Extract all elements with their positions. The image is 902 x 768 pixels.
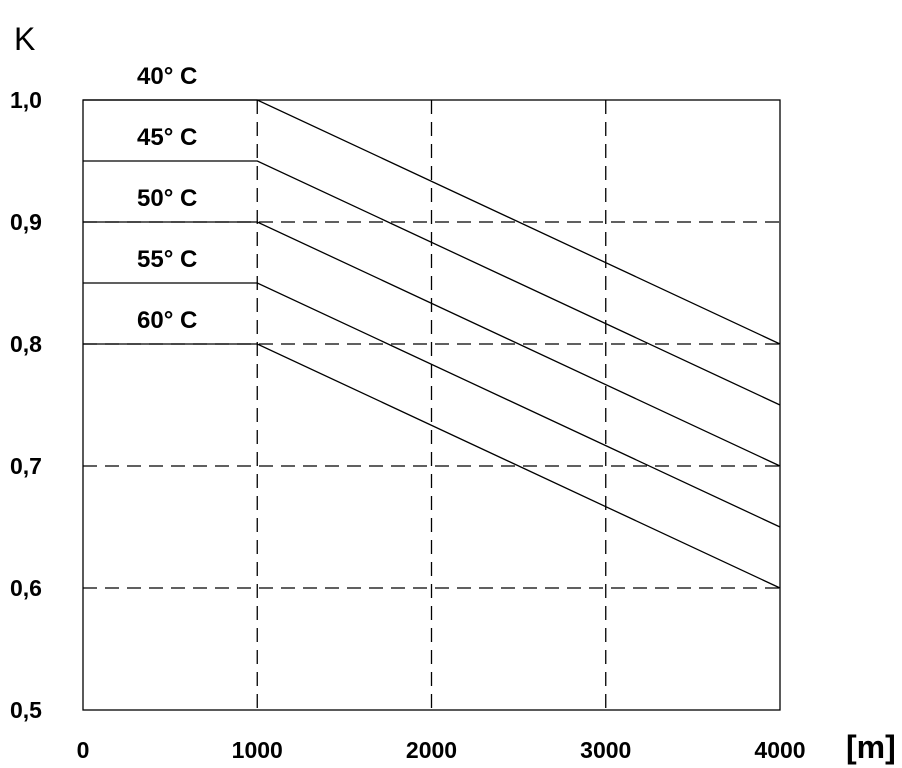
x-tick-label: 4000 xyxy=(754,737,805,763)
x-axis-title: [m] xyxy=(846,729,896,765)
series-line-1 xyxy=(83,99,781,345)
x-tick-label: 2000 xyxy=(406,737,457,763)
y-tick-label: 0,9 xyxy=(10,209,42,235)
series-label: 40° C xyxy=(137,63,197,90)
series-label: 45° C xyxy=(137,124,197,151)
series-line-4 xyxy=(83,282,781,528)
series-label: 50° C xyxy=(137,185,197,212)
series-line-5 xyxy=(83,343,781,589)
y-tick-labels: 0,5 0,6 0,7 0,8 0,9 1,0 xyxy=(10,87,42,723)
series-lines xyxy=(83,99,781,589)
y-tick-label: 0,6 xyxy=(10,575,42,601)
series-line-3 xyxy=(83,221,781,467)
series-labels: 40° C 45° C 50° C 55° C 60° C xyxy=(137,63,197,334)
y-tick-label: 1,0 xyxy=(10,87,42,113)
x-tick-label: 0 xyxy=(77,737,90,763)
series-line-2 xyxy=(83,160,781,406)
y-tick-label: 0,8 xyxy=(10,331,42,357)
y-axis-title: K xyxy=(14,21,35,57)
y-tick-label: 0,7 xyxy=(10,453,42,479)
y-tick-label: 0,5 xyxy=(10,697,42,723)
x-tick-label: 1000 xyxy=(232,737,283,763)
series-label: 55° C xyxy=(137,246,197,273)
series-label: 60° C xyxy=(137,307,197,334)
x-tick-label: 3000 xyxy=(580,737,631,763)
x-tick-labels: 0 1000 2000 3000 4000 xyxy=(77,737,806,763)
